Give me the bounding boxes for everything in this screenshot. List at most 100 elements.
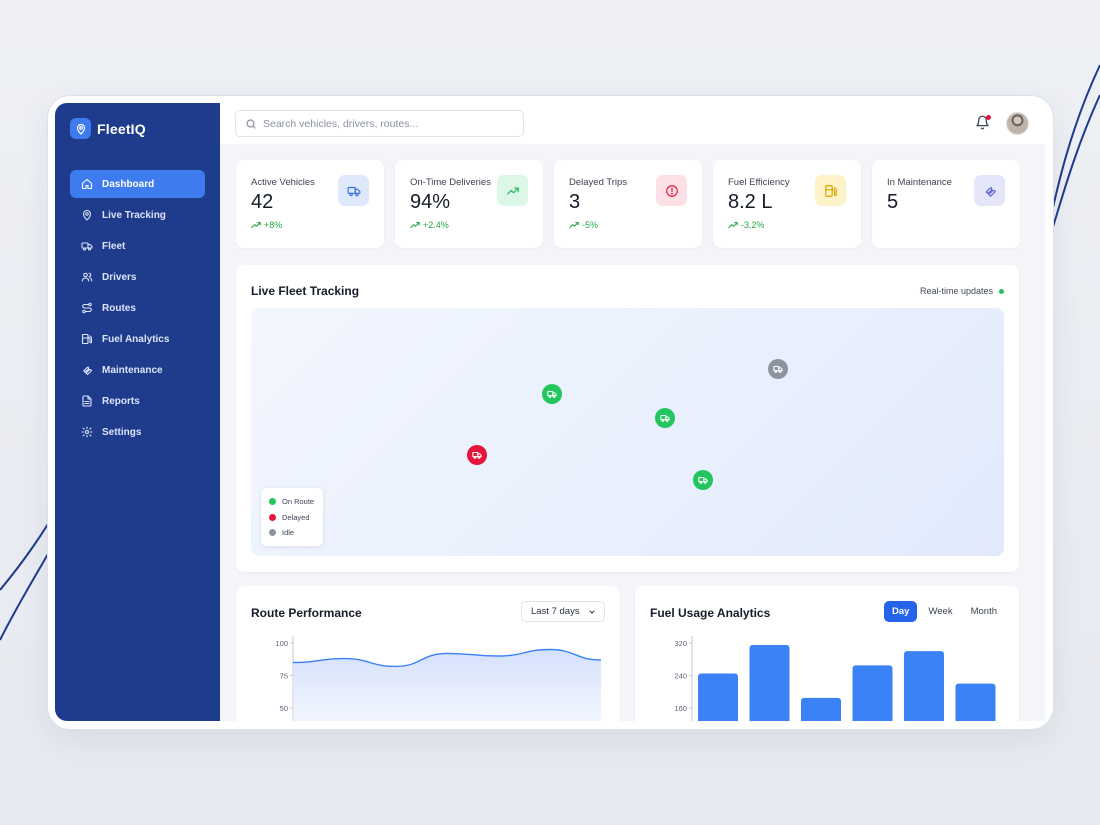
fuel-bar[interactable] bbox=[698, 673, 738, 721]
sidebar-item-live-tracking[interactable]: Live Tracking bbox=[70, 201, 205, 229]
stat-delta: -3.2% bbox=[728, 220, 765, 230]
vehicle-marker-delayed[interactable] bbox=[467, 445, 487, 465]
tab-day[interactable]: Day bbox=[884, 601, 918, 622]
sidebar-nav: Dashboard Live Tracking Fleet Drivers Ro… bbox=[70, 170, 205, 449]
panel-title: Fuel Usage Analytics bbox=[650, 606, 771, 620]
notifications-button[interactable] bbox=[975, 115, 991, 131]
vehicle-marker-on-route[interactable] bbox=[655, 408, 675, 428]
search-icon bbox=[246, 118, 256, 129]
y-tick-label: 320 bbox=[674, 639, 687, 648]
fuel-icon bbox=[815, 175, 846, 206]
trending-up-icon bbox=[410, 221, 420, 229]
stat-value: 8.2 L bbox=[728, 191, 773, 213]
stat-card-fuel-efficiency: Fuel Efficiency 8.2 L -3.2% bbox=[713, 160, 861, 248]
bell-icon bbox=[976, 115, 989, 130]
vehicle-marker-on-route[interactable] bbox=[693, 470, 713, 490]
stat-delta: -5% bbox=[569, 220, 598, 230]
stat-card-in-maintenance: In Maintenance 5 bbox=[872, 160, 1020, 248]
fuel-bar[interactable] bbox=[852, 665, 893, 721]
search-input[interactable] bbox=[263, 117, 513, 130]
top-header bbox=[220, 103, 1045, 144]
wrench-icon bbox=[974, 175, 1005, 206]
legend-item: Delayed bbox=[269, 510, 323, 526]
trending-up-icon bbox=[251, 221, 261, 229]
truck-icon bbox=[773, 365, 783, 373]
fuel-icon bbox=[81, 333, 93, 345]
truck-icon bbox=[547, 390, 557, 398]
sidebar-item-routes[interactable]: Routes bbox=[70, 294, 205, 322]
truck-icon bbox=[81, 242, 93, 251]
fuel-usage-panel: Fuel Usage Analytics Day Week Month 320 2… bbox=[635, 586, 1019, 721]
map-pin-icon bbox=[82, 209, 92, 221]
search-box[interactable] bbox=[235, 110, 524, 137]
stat-label: On-Time Deliveries bbox=[410, 177, 491, 188]
panel-title: Route Performance bbox=[251, 606, 362, 620]
stat-label: Fuel Efficiency bbox=[728, 177, 790, 188]
fuel-bar[interactable] bbox=[749, 645, 790, 721]
realtime-indicator: Real-time updates bbox=[920, 286, 1004, 296]
gear-icon bbox=[81, 426, 93, 438]
y-tick-label: 50 bbox=[280, 704, 288, 713]
home-icon bbox=[81, 178, 93, 190]
legend-dot bbox=[269, 513, 276, 521]
sidebar-item-maintenance[interactable]: Maintenance bbox=[70, 356, 205, 384]
fuel-usage-chart: 320 240 160 bbox=[674, 636, 996, 721]
sidebar-item-settings[interactable]: Settings bbox=[70, 418, 205, 446]
live-status-dot bbox=[999, 288, 1004, 294]
period-toggle: Day Week Month bbox=[884, 601, 1004, 622]
stat-label: In Maintenance bbox=[887, 177, 952, 188]
stat-delta: +2.4% bbox=[410, 220, 449, 230]
stat-value: 42 bbox=[251, 191, 274, 213]
document-icon bbox=[82, 395, 92, 407]
sidebar-item-drivers[interactable]: Drivers bbox=[70, 263, 205, 291]
sidebar-item-label: Fleet bbox=[102, 240, 126, 252]
user-avatar[interactable] bbox=[1006, 112, 1029, 135]
sidebar-item-reports[interactable]: Reports bbox=[70, 387, 205, 415]
vehicle-marker-idle[interactable] bbox=[768, 359, 788, 379]
sidebar-item-label: Settings bbox=[102, 426, 142, 438]
y-tick-label: 240 bbox=[674, 672, 687, 681]
sidebar-item-fleet[interactable]: Fleet bbox=[70, 232, 205, 260]
truck-icon bbox=[698, 476, 708, 484]
sidebar-item-label: Dashboard bbox=[102, 178, 155, 190]
series-line bbox=[292, 648, 602, 668]
fuel-bar[interactable] bbox=[801, 697, 841, 721]
y-tick-label: 160 bbox=[674, 704, 687, 713]
fuel-bar[interactable] bbox=[904, 651, 944, 721]
date-range-select[interactable]: Last 7 days bbox=[521, 601, 605, 622]
sidebar: FleetIQ Dashboard Live Tracking Fleet Dr… bbox=[55, 103, 220, 721]
stat-value: 94% bbox=[410, 191, 451, 213]
chevron-down-icon bbox=[589, 610, 595, 613]
legend-item: Idle bbox=[269, 525, 323, 541]
fleet-map[interactable]: On Route Delayed Idle bbox=[251, 308, 1004, 556]
brand[interactable]: FleetIQ bbox=[70, 118, 146, 139]
truck-icon bbox=[338, 175, 369, 206]
trending-up-icon bbox=[569, 221, 579, 229]
stat-value: 5 bbox=[887, 191, 899, 213]
sidebar-item-fuel-analytics[interactable]: Fuel Analytics bbox=[70, 325, 205, 353]
trending-up-icon bbox=[728, 221, 738, 229]
logo-pin-icon bbox=[70, 118, 91, 139]
vehicle-marker-on-route[interactable] bbox=[542, 384, 562, 404]
stat-card-on-time-deliveries: On-Time Deliveries 94% +2.4% bbox=[395, 160, 543, 248]
fuel-bar[interactable] bbox=[955, 683, 996, 721]
stat-card-active-vehicles: Active Vehicles 42 +8% bbox=[236, 160, 384, 248]
tab-month[interactable]: Month bbox=[970, 606, 997, 617]
route-performance-panel: Route Performance Last 7 days 100 75 50 bbox=[236, 586, 620, 721]
users-icon bbox=[81, 272, 93, 282]
stat-label: Delayed Trips bbox=[569, 177, 628, 188]
route-icon bbox=[82, 302, 92, 314]
stat-delta: +8% bbox=[251, 220, 282, 230]
panel-title: Live Fleet Tracking bbox=[251, 284, 360, 298]
sidebar-item-dashboard[interactable]: Dashboard bbox=[70, 170, 205, 198]
notification-badge bbox=[986, 115, 991, 120]
stat-card-delayed-trips: Delayed Trips 3 -5% bbox=[554, 160, 702, 248]
tab-week[interactable]: Week bbox=[928, 606, 953, 617]
alert-circle-icon bbox=[656, 175, 687, 206]
truck-icon bbox=[472, 451, 482, 459]
sidebar-item-label: Drivers bbox=[102, 271, 137, 283]
stat-value: 3 bbox=[569, 191, 581, 213]
truck-icon bbox=[660, 414, 670, 422]
trending-up-icon bbox=[497, 175, 528, 206]
legend-dot bbox=[269, 498, 276, 506]
